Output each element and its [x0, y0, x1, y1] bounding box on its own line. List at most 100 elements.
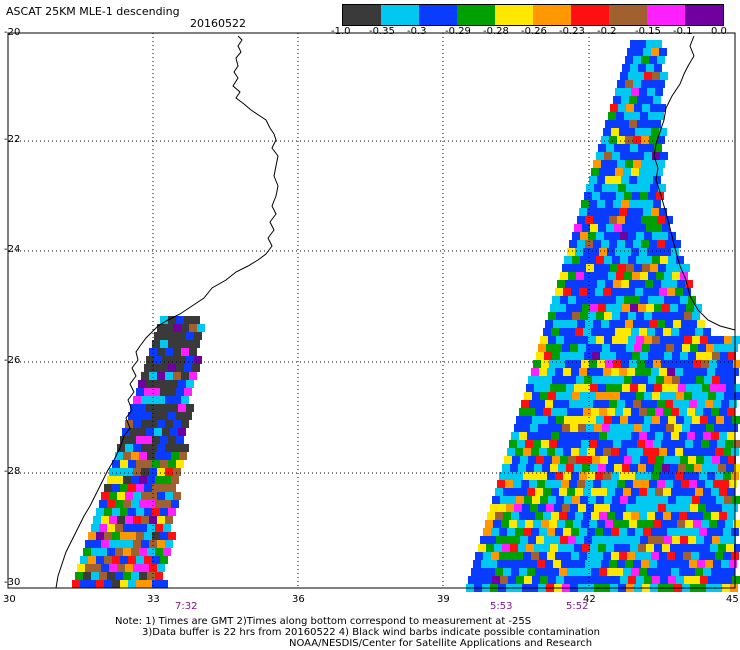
swath-cell — [581, 200, 589, 208]
swath-cell — [160, 580, 168, 588]
swath-cell — [650, 104, 658, 112]
swath-cell — [640, 112, 648, 120]
swath-cell — [577, 400, 585, 408]
swath-cell — [604, 232, 612, 240]
swath-cell — [656, 376, 664, 384]
swath-cell — [617, 320, 625, 328]
swath-cell — [85, 540, 93, 548]
swath-cell — [650, 344, 658, 352]
swath-cell — [726, 544, 734, 552]
lat-label: -26 — [4, 355, 21, 366]
swath-cell — [641, 216, 649, 224]
swath-cell — [707, 368, 715, 376]
swath-cell — [676, 256, 684, 264]
swath-cell — [85, 564, 93, 572]
swath-cell — [144, 556, 152, 564]
swath-cell — [572, 392, 580, 400]
swath-cell — [515, 472, 523, 480]
swath-cell — [587, 472, 595, 480]
swath-cell — [632, 352, 640, 360]
swath-cell — [598, 384, 606, 392]
swath-cell — [726, 384, 734, 392]
swath-cell — [579, 528, 587, 536]
swath-cell — [660, 72, 668, 80]
swath-cell — [152, 388, 160, 396]
colorbar-tick-label: -1.0 — [331, 26, 351, 37]
swath-cell — [600, 456, 608, 464]
swath-cell — [644, 312, 652, 320]
swath-cell — [653, 200, 661, 208]
lon-label: 39 — [437, 594, 450, 605]
swath-cell — [605, 280, 613, 288]
swath-cell — [507, 528, 515, 536]
swath-cell — [625, 136, 633, 144]
swath-cell — [583, 512, 591, 520]
swath-cell — [155, 572, 163, 580]
swath-cell — [495, 488, 503, 496]
swath-cell — [112, 460, 120, 468]
swath-cell — [120, 508, 128, 516]
swath-cell — [527, 512, 535, 520]
swath-cell — [688, 376, 696, 384]
swath-cell — [133, 564, 141, 572]
swath-cell — [136, 388, 144, 396]
swath-cell — [509, 520, 517, 528]
swath-cell — [696, 456, 704, 464]
swath-cell — [618, 184, 626, 192]
swath-cell — [646, 64, 654, 72]
swath-cell — [611, 448, 619, 456]
swath-cell — [572, 496, 580, 504]
swath-cell — [648, 376, 656, 384]
swath-cell — [640, 272, 648, 280]
swath-cell — [136, 436, 144, 444]
swath-cell — [695, 408, 703, 416]
swath-cell — [620, 336, 628, 344]
swath-cell — [171, 452, 179, 460]
swath-cell — [165, 444, 173, 452]
swath-cell — [595, 472, 603, 480]
swath-cell — [519, 568, 527, 576]
swath-cell — [654, 304, 662, 312]
swath-cell — [628, 496, 636, 504]
swath-cell — [560, 352, 568, 360]
swath-cell — [139, 500, 147, 508]
swath-cell — [666, 264, 674, 272]
swath-cell — [558, 464, 566, 472]
swath-cell — [638, 544, 646, 552]
swath-cell — [590, 304, 598, 312]
swath-cell — [585, 560, 593, 568]
swath-cell — [717, 520, 725, 528]
swath-cell — [709, 360, 717, 368]
swath-cell — [734, 384, 740, 392]
swath-cell — [152, 508, 160, 516]
swath-cell — [173, 420, 181, 428]
swath-cell — [730, 504, 738, 512]
lon-label: 45 — [726, 594, 739, 605]
swath-cell — [592, 296, 600, 304]
swath-cell — [138, 380, 146, 388]
swath-cell — [529, 480, 537, 488]
swath-cell — [471, 568, 479, 576]
swath-cell — [115, 524, 123, 532]
swath-cell — [642, 264, 650, 272]
swath-cell — [561, 400, 569, 408]
swath-cell — [614, 304, 622, 312]
swath-cell — [112, 580, 120, 588]
swath-cell — [535, 408, 543, 416]
swath-cell — [634, 264, 642, 272]
swath-cell — [588, 336, 596, 344]
swath-cell — [660, 496, 668, 504]
swath-cell — [494, 544, 502, 552]
swath-cell — [643, 208, 651, 216]
swath-cell — [157, 420, 165, 428]
colorbar-tick-label: -0.15 — [635, 26, 661, 37]
swath-cell — [588, 416, 596, 424]
swath-cell — [681, 400, 689, 408]
swath-cell — [656, 272, 664, 280]
swath-cell — [603, 472, 611, 480]
swath-cell — [627, 208, 635, 216]
swath-cell — [579, 472, 587, 480]
swath-cell — [668, 392, 676, 400]
swath-cell — [708, 496, 716, 504]
swath-cell — [614, 144, 622, 152]
